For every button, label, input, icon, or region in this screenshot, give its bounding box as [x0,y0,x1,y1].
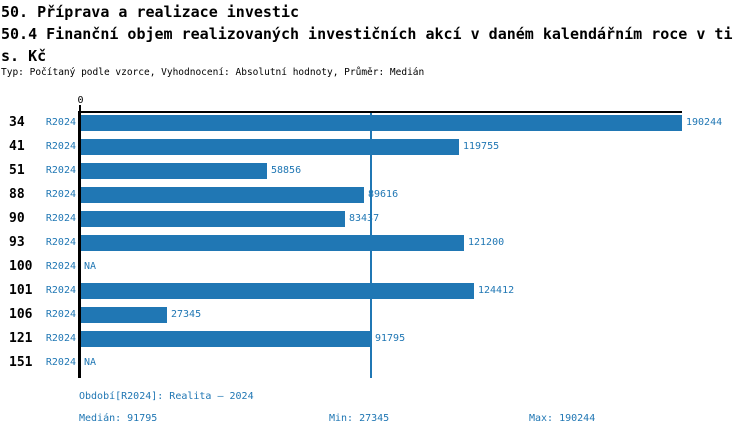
row-series-label: R2024 [45,237,76,248]
bar [81,283,474,299]
row-series-label: R2024 [45,309,76,320]
chart-title-line-1: 50. Příprava a realizace investic [1,3,300,21]
bar [81,235,464,251]
row-category-label: 88 [9,187,25,202]
chart-title-line-2: 50.4 Finanční objem realizovaných invest… [1,25,733,43]
row-category-label: 121 [9,331,33,346]
footer-period-label: Období[R2024]: Realita – 2024 [79,391,254,402]
bar-value-label: NA [84,357,97,368]
row-series-label: R2024 [45,285,76,296]
y-axis-line [78,111,81,378]
row-category-label: 151 [9,355,33,370]
row-series-label: R2024 [45,213,76,224]
row-series-label: R2024 [45,165,76,176]
row-category-label: 100 [9,259,33,274]
bar-value-label: 83437 [349,213,380,224]
bar-value-label: 190244 [686,117,723,128]
bar-value-label: 91795 [375,333,406,344]
row-category-label: 90 [9,211,25,226]
bar-value-label: 89616 [368,189,399,200]
footer-median-label: Medián: 91795 [79,413,158,424]
bar [81,139,459,155]
bar [81,211,345,227]
footer-max-label: Max: 190244 [529,413,596,424]
bar-value-label: 119755 [463,141,500,152]
row-category-label: 41 [9,139,25,154]
bar-value-label: 27345 [171,309,202,320]
chart-subtitle: Typ: Počítaný podle vzorce, Vyhodnocení:… [1,67,425,78]
row-category-label: 51 [9,163,25,178]
bar [81,307,167,323]
row-series-label: R2024 [45,261,76,272]
bar [81,115,682,131]
row-category-label: 34 [9,115,25,130]
bar [81,163,267,179]
bar-value-label: 124412 [478,285,515,296]
row-series-label: R2024 [45,117,76,128]
row-series-label: R2024 [45,333,76,344]
row-category-label: 93 [9,235,25,250]
row-category-label: 101 [9,283,33,298]
row-series-label: R2024 [45,189,76,200]
bar-value-label: 121200 [468,237,505,248]
x-axis-zero-label: 0 [77,95,84,106]
row-series-label: R2024 [45,141,76,152]
bar-value-label: 58856 [271,165,302,176]
row-category-label: 106 [9,307,33,322]
x-axis-line [78,111,682,113]
bar [81,187,364,203]
chart-title-line-3: s. Kč [1,47,47,65]
footer-min-label: Min: 27345 [329,413,390,424]
row-series-label: R2024 [45,357,76,368]
bar [81,331,371,347]
x-axis-zero-tick [79,105,81,112]
bar-value-label: NA [84,261,97,272]
